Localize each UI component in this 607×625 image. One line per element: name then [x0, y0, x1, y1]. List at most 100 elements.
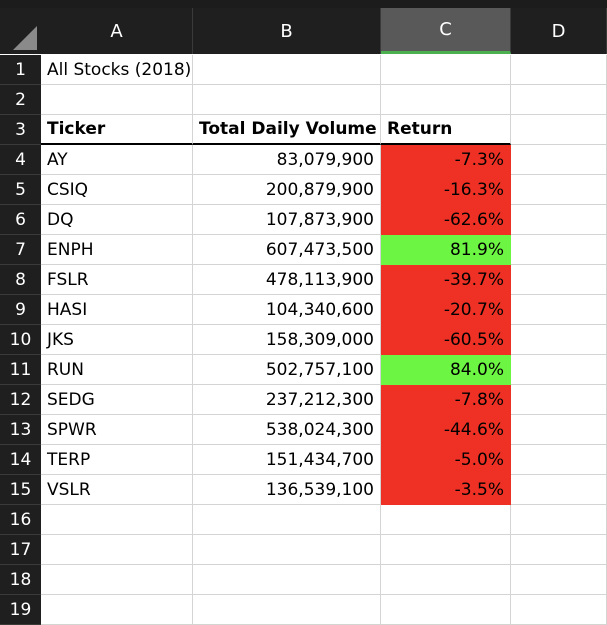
- cell-c19[interactable]: [381, 595, 511, 625]
- return-cell[interactable]: -7.8%: [381, 385, 511, 415]
- volume-cell[interactable]: 151,434,700: [193, 445, 381, 475]
- return-cell[interactable]: -62.6%: [381, 205, 511, 235]
- cell-a16[interactable]: [41, 505, 193, 535]
- cell-c17[interactable]: [381, 535, 511, 565]
- cell-b17[interactable]: [193, 535, 381, 565]
- cell-d19[interactable]: [511, 595, 607, 625]
- header-ticker[interactable]: Ticker: [41, 115, 193, 145]
- row-header-3[interactable]: 3: [0, 115, 41, 145]
- row-header-17[interactable]: 17: [0, 535, 41, 565]
- cell-d4[interactable]: [511, 145, 607, 175]
- cell-d6[interactable]: [511, 205, 607, 235]
- return-cell[interactable]: -16.3%: [381, 175, 511, 205]
- cell-a18[interactable]: [41, 565, 193, 595]
- row-header-15[interactable]: 15: [0, 475, 41, 505]
- row-header-9[interactable]: 9: [0, 295, 41, 325]
- cell-a2[interactable]: [41, 85, 193, 115]
- cell-b18[interactable]: [193, 565, 381, 595]
- return-cell[interactable]: -44.6%: [381, 415, 511, 445]
- row-header-14[interactable]: 14: [0, 445, 41, 475]
- cell-c18[interactable]: [381, 565, 511, 595]
- ticker-cell[interactable]: VSLR: [41, 475, 193, 505]
- return-cell[interactable]: 84.0%: [381, 355, 511, 385]
- cell-d1[interactable]: [511, 55, 607, 85]
- row-header-2[interactable]: 2: [0, 85, 41, 115]
- return-cell[interactable]: -20.7%: [381, 295, 511, 325]
- volume-cell[interactable]: 158,309,000: [193, 325, 381, 355]
- row-header-11[interactable]: 11: [0, 355, 41, 385]
- cell-d14[interactable]: [511, 445, 607, 475]
- volume-cell[interactable]: 107,873,900: [193, 205, 381, 235]
- ticker-cell[interactable]: HASI: [41, 295, 193, 325]
- cell-d12[interactable]: [511, 385, 607, 415]
- cell-b19[interactable]: [193, 595, 381, 625]
- row-header-18[interactable]: 18: [0, 565, 41, 595]
- ticker-cell[interactable]: FSLR: [41, 265, 193, 295]
- ticker-cell[interactable]: DQ: [41, 205, 193, 235]
- cell-d8[interactable]: [511, 265, 607, 295]
- row-header-7[interactable]: 7: [0, 235, 41, 265]
- column-header-b[interactable]: B: [193, 8, 381, 54]
- return-cell[interactable]: -7.3%: [381, 145, 511, 175]
- cell-d16[interactable]: [511, 505, 607, 535]
- volume-cell[interactable]: 237,212,300: [193, 385, 381, 415]
- cell-c2[interactable]: [381, 85, 511, 115]
- cell-d15[interactable]: [511, 475, 607, 505]
- return-cell[interactable]: 81.9%: [381, 235, 511, 265]
- cell-d9[interactable]: [511, 295, 607, 325]
- column-header-c[interactable]: C: [381, 8, 511, 54]
- return-cell[interactable]: -60.5%: [381, 325, 511, 355]
- cell-b2[interactable]: [193, 85, 381, 115]
- cell-d17[interactable]: [511, 535, 607, 565]
- cell-c1[interactable]: [381, 55, 511, 85]
- row-header-1[interactable]: 1: [0, 55, 41, 85]
- cell-a17[interactable]: [41, 535, 193, 565]
- volume-cell[interactable]: 104,340,600: [193, 295, 381, 325]
- row-header-13[interactable]: 13: [0, 415, 41, 445]
- cell-d5[interactable]: [511, 175, 607, 205]
- select-all-button[interactable]: [0, 8, 41, 54]
- volume-cell[interactable]: 83,079,900: [193, 145, 381, 175]
- ticker-cell[interactable]: SEDG: [41, 385, 193, 415]
- cell-c16[interactable]: [381, 505, 511, 535]
- ticker-cell[interactable]: SPWR: [41, 415, 193, 445]
- column-header-d[interactable]: D: [511, 8, 607, 54]
- volume-cell[interactable]: 538,024,300: [193, 415, 381, 445]
- cell-d18[interactable]: [511, 565, 607, 595]
- cell-b16[interactable]: [193, 505, 381, 535]
- ticker-cell[interactable]: CSIQ: [41, 175, 193, 205]
- cell-d2[interactable]: [511, 85, 607, 115]
- ticker-cell[interactable]: JKS: [41, 325, 193, 355]
- return-cell[interactable]: -5.0%: [381, 445, 511, 475]
- volume-cell[interactable]: 200,879,900: [193, 175, 381, 205]
- column-header-a[interactable]: A: [41, 8, 193, 54]
- return-cell[interactable]: -39.7%: [381, 265, 511, 295]
- row-header-12[interactable]: 12: [0, 385, 41, 415]
- row-header-16[interactable]: 16: [0, 505, 41, 535]
- ticker-cell[interactable]: AY: [41, 145, 193, 175]
- ticker-cell[interactable]: RUN: [41, 355, 193, 385]
- row-header-19[interactable]: 19: [0, 595, 41, 625]
- volume-cell[interactable]: 136,539,100: [193, 475, 381, 505]
- cell-d10[interactable]: [511, 325, 607, 355]
- volume-cell[interactable]: 607,473,500: [193, 235, 381, 265]
- ticker-cell[interactable]: TERP: [41, 445, 193, 475]
- return-cell[interactable]: -3.5%: [381, 475, 511, 505]
- row-header-5[interactable]: 5: [0, 175, 41, 205]
- cell-b1[interactable]: [193, 55, 381, 85]
- header-return[interactable]: Return: [381, 115, 511, 145]
- header-volume[interactable]: Total Daily Volume: [193, 115, 381, 145]
- cell-a19[interactable]: [41, 595, 193, 625]
- cell-d3[interactable]: [511, 115, 607, 145]
- cell-d13[interactable]: [511, 415, 607, 445]
- sheet-title[interactable]: All Stocks (2018): [41, 55, 193, 85]
- row-header-8[interactable]: 8: [0, 265, 41, 295]
- cell-d7[interactable]: [511, 235, 607, 265]
- volume-cell[interactable]: 502,757,100: [193, 355, 381, 385]
- row-header-6[interactable]: 6: [0, 205, 41, 235]
- row-header-10[interactable]: 10: [0, 325, 41, 355]
- cell-d11[interactable]: [511, 355, 607, 385]
- volume-cell[interactable]: 478,113,900: [193, 265, 381, 295]
- ticker-cell[interactable]: ENPH: [41, 235, 193, 265]
- row-header-4[interactable]: 4: [0, 145, 41, 175]
